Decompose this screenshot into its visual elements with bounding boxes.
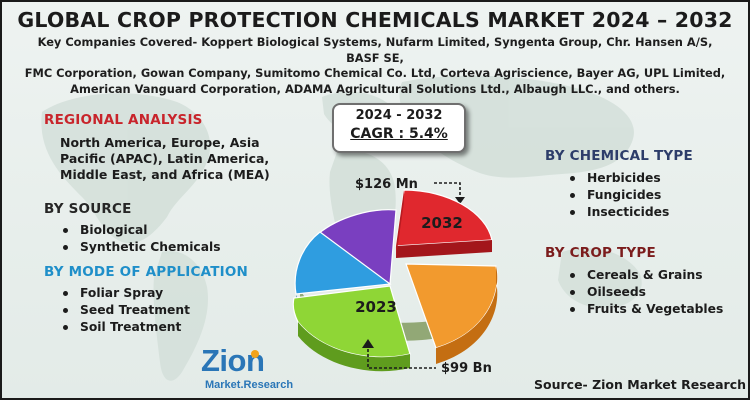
source-text: Source- Zion Market Research: [534, 377, 747, 392]
list-item: Oilseeds: [567, 284, 723, 301]
list-item: Biological: [60, 222, 221, 239]
list-item: Fungicides: [567, 187, 669, 204]
list-item: Herbicides: [567, 170, 669, 187]
companies-line: Key Companies Covered- Koppert Biologica…: [37, 35, 713, 65]
logo-wordmark: Zion: [201, 343, 265, 378]
arrow-2023-icon: [362, 339, 436, 369]
regional-line: North America, Europe, Asia: [60, 135, 260, 150]
list-item: Insecticides: [567, 204, 669, 221]
by-chemical-heading: BY CHEMICAL TYPE: [545, 148, 693, 164]
list-item: Seed Treatment: [60, 302, 190, 319]
by-crop-list: Cereals & Grains Oilseeds Fruits & Veget…: [567, 267, 723, 318]
regional-line: Middle East, and Africa (MEA): [60, 167, 270, 182]
arrow-2032-icon: [434, 182, 465, 204]
regional-analysis-heading: REGIONAL ANALYSIS: [44, 112, 203, 128]
logo-dot-icon: [251, 350, 259, 358]
cagr-box: 2024 - 2032 CAGR : 5.4%: [332, 103, 466, 153]
market-pie-chart: 2032 2023: [292, 189, 498, 372]
cagr-value: CAGR : 5.4%: [350, 126, 448, 142]
companies-line: American Vanguard Corporation, ADAMA Agr…: [70, 81, 680, 96]
by-crop-heading: BY CROP TYPE: [545, 245, 656, 261]
page-title: GLOBAL CROP PROTECTION CHEMICALS MARKET …: [17, 8, 733, 32]
key-companies-text: Key Companies Covered- Koppert Biologica…: [20, 35, 730, 97]
pie-slice-red: [395, 189, 493, 247]
list-item: Soil Treatment: [60, 319, 190, 336]
list-item: Cereals & Grains: [567, 267, 723, 284]
pie-label-2023: 2023: [355, 298, 397, 316]
cagr-years: 2024 - 2032: [355, 108, 443, 123]
by-source-list: Biological Synthetic Chemicals: [60, 222, 221, 256]
list-item: Fruits & Vegetables: [567, 301, 723, 318]
pie-label-2032: 2032: [421, 214, 463, 232]
by-source-heading: BY SOURCE: [44, 201, 132, 217]
value-2023-label: $99 Bn: [441, 361, 492, 376]
zion-logo: Zion Market.Research: [199, 343, 299, 398]
pie-slice-blue: [294, 231, 392, 295]
by-chemical-list: Herbicides Fungicides Insecticides: [567, 170, 669, 221]
regional-analysis-text: North America, Europe, Asia Pacific (APA…: [60, 135, 270, 183]
companies-line: FMC Corporation, Gowan Company, Sumitomo…: [24, 66, 726, 80]
by-mode-list: Foliar Spray Seed Treatment Soil Treatme…: [60, 285, 190, 336]
list-item: Foliar Spray: [60, 285, 190, 302]
logo-subtitle: Market.Research: [205, 379, 294, 391]
regional-line: Pacific (APAC), Latin America,: [60, 151, 270, 166]
by-mode-heading: BY MODE OF APPLICATION: [44, 264, 249, 280]
value-2032-label: $126 Mn: [355, 177, 418, 192]
list-item: Synthetic Chemicals: [60, 239, 221, 256]
